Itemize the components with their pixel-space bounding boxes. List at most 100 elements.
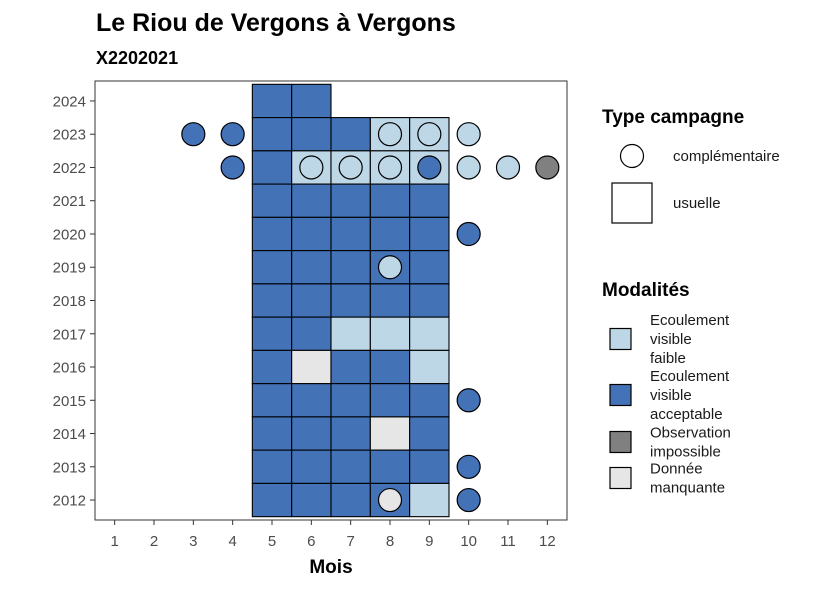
data-point xyxy=(220,155,245,180)
heatmap-tile xyxy=(330,216,371,252)
heatmap-tile xyxy=(251,416,293,451)
heatmap-tile xyxy=(251,449,293,484)
heatmap-tile xyxy=(291,449,332,484)
y-tick-label: 2017 xyxy=(53,326,86,343)
legend-modalites-title: Modalités xyxy=(602,280,690,301)
heatmap-tile xyxy=(291,283,332,318)
data-point xyxy=(417,155,442,180)
data-point xyxy=(495,155,521,180)
heatmap-tile xyxy=(251,316,293,351)
chart-subtitle: X2202021 xyxy=(96,48,178,68)
heatmap-tile xyxy=(251,383,293,418)
heatmap-tile xyxy=(409,349,450,385)
legend-circle-key xyxy=(619,143,645,169)
heatmap-tile xyxy=(409,183,450,218)
x-tick-label: 9 xyxy=(425,533,433,550)
data-point xyxy=(220,122,245,147)
x-axis-label: Mois xyxy=(309,557,352,578)
data-point xyxy=(181,122,206,147)
y-tick-label: 2015 xyxy=(53,393,86,410)
y-axis: 2012 2013 2014 2015 2016 2017 2018 2019 2020 2021… xyxy=(53,93,95,510)
x-tick-label: 10 xyxy=(460,533,477,550)
heatmap-tile xyxy=(409,283,450,318)
heatmap-tile xyxy=(330,449,371,484)
legend-modalite-key xyxy=(609,327,632,351)
heatmap-tile xyxy=(291,183,332,218)
heatmap-tile xyxy=(291,316,332,351)
heatmap-tile xyxy=(409,216,450,252)
heatmap-tile xyxy=(409,482,450,518)
heatmap-tile xyxy=(330,349,371,385)
data-point xyxy=(456,155,481,180)
legend-modalite-key xyxy=(609,466,632,490)
heatmap-tile xyxy=(251,482,293,518)
x-tick-label: 12 xyxy=(539,533,556,550)
heatmap-tile xyxy=(251,283,293,318)
data-point xyxy=(535,155,560,180)
legend-type-title: Type campagne xyxy=(602,107,744,128)
heatmap-tile xyxy=(291,117,332,152)
heatmap-tile xyxy=(330,250,371,285)
legend: Type campagne complémentaire usuelle Moda… xyxy=(602,107,780,497)
chart-title: Le Riou de Vergons à Vergons xyxy=(96,9,456,37)
data-point xyxy=(456,454,481,479)
x-axis: 1 2 3 4 5 6 7 8 9 10 11 12 xyxy=(110,520,556,550)
legend-type-label: usuelle xyxy=(673,195,721,212)
x-tick-label: 1 xyxy=(110,533,118,550)
y-tick-label: 2022 xyxy=(53,160,86,177)
heatmap-tile xyxy=(409,449,450,484)
heatmap-tile xyxy=(369,349,411,385)
x-tick-label: 8 xyxy=(386,533,394,550)
data-point xyxy=(456,388,481,413)
x-tick-label: 4 xyxy=(228,533,236,550)
heatmap-tile xyxy=(409,383,450,418)
heatmap-tile xyxy=(369,316,411,351)
data-point xyxy=(377,487,403,513)
data-point xyxy=(377,155,403,180)
heatmap-tile xyxy=(369,449,411,484)
data-point xyxy=(299,155,324,180)
y-tick-label: 2019 xyxy=(53,260,86,277)
y-tick-label: 2024 xyxy=(53,93,86,110)
heatmap-tile xyxy=(291,216,332,252)
data-point xyxy=(377,255,403,280)
heatmap-tile xyxy=(291,482,332,518)
heatmap-tile xyxy=(330,482,371,518)
heatmap-tile xyxy=(291,416,332,451)
data-point xyxy=(338,155,363,180)
data-point xyxy=(377,122,403,147)
y-tick-label: 2021 xyxy=(53,193,86,210)
tiles-layer xyxy=(251,83,450,518)
heatmap-tile xyxy=(369,216,411,252)
legend-modalite-key xyxy=(609,430,632,454)
y-tick-label: 2012 xyxy=(53,493,86,510)
heatmap-tile xyxy=(330,117,371,152)
y-tick-label: 2018 xyxy=(53,293,86,310)
heatmap-tile xyxy=(251,150,293,185)
heatmap-tile xyxy=(330,183,371,218)
heatmap-tile xyxy=(409,416,450,451)
heatmap-tile xyxy=(409,250,450,285)
data-point xyxy=(456,487,481,513)
y-tick-label: 2020 xyxy=(53,226,86,243)
y-tick-label: 2023 xyxy=(53,127,86,144)
legend-modalite-label: Ecoulement visible faible xyxy=(650,312,730,367)
heatmap-tile xyxy=(251,183,293,218)
legend-square-key xyxy=(611,182,653,224)
heatmap-tile xyxy=(330,283,371,318)
x-tick-label: 7 xyxy=(346,533,354,550)
heatmap-tile xyxy=(330,416,371,451)
heatmap-tile xyxy=(330,383,371,418)
data-point xyxy=(456,122,481,147)
heatmap-tile xyxy=(251,83,293,119)
heatmap-tile xyxy=(291,383,332,418)
heatmap-tile xyxy=(251,117,293,152)
heatmap-tile xyxy=(251,349,293,385)
x-tick-label: 11 xyxy=(500,533,516,550)
x-tick-label: 2 xyxy=(150,533,158,550)
data-point xyxy=(417,122,442,147)
legend-modalite-key xyxy=(609,383,632,407)
legend-modalite-label: Ecoulement visible acceptable xyxy=(650,368,730,423)
